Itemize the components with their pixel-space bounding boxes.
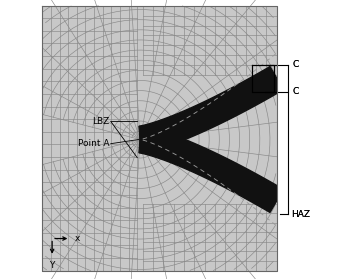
Polygon shape [140,129,165,150]
Text: x: x [75,234,80,243]
Text: HAZ: HAZ [291,210,310,219]
Polygon shape [139,67,283,153]
Text: C: C [292,87,298,96]
Bar [277,0,313,279]
Bar [42,6,277,271]
Polygon shape [139,126,283,212]
Text: C: C [292,87,298,96]
Text: Y: Y [50,261,55,270]
Text: C: C [292,60,298,69]
Polygon shape [140,129,165,150]
Text: HAZ: HAZ [291,210,310,219]
Text: C: C [292,60,298,69]
Text: Point A: Point A [78,139,109,148]
Text: LBZ: LBZ [92,117,109,126]
Bar [34,0,42,279]
